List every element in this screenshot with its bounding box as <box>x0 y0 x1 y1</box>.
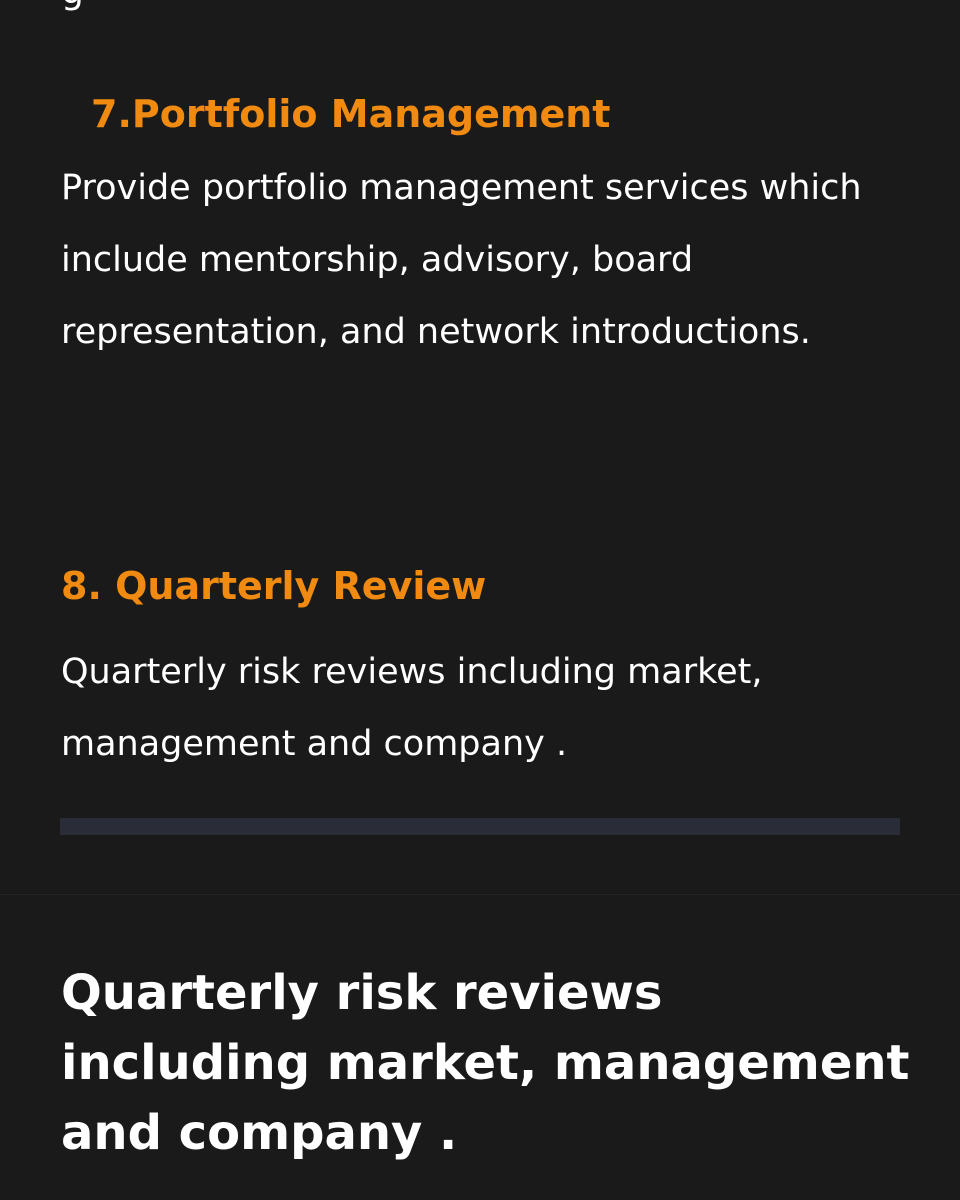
section-title-portfolio-management: 7.Portfolio Management <box>91 92 611 136</box>
section-title-quarterly-review: 8. Quarterly Review <box>61 564 487 608</box>
portfolio-management-section: 7.Portfolio Management Provide portfolio… <box>61 86 921 368</box>
highlight-quote: Quarterly risk reviews including market,… <box>61 965 910 1161</box>
section-divider-line <box>0 894 960 895</box>
section-body-portfolio-management: Provide portfolio management services wh… <box>61 168 862 352</box>
quarterly-review-section: 8. Quarterly Review Quarterly risk revie… <box>61 558 921 780</box>
divider-bar <box>60 818 900 835</box>
section-body-quarterly-review: Quarterly risk reviews including market,… <box>61 652 763 764</box>
previous-text-fragment: g <box>61 0 84 12</box>
